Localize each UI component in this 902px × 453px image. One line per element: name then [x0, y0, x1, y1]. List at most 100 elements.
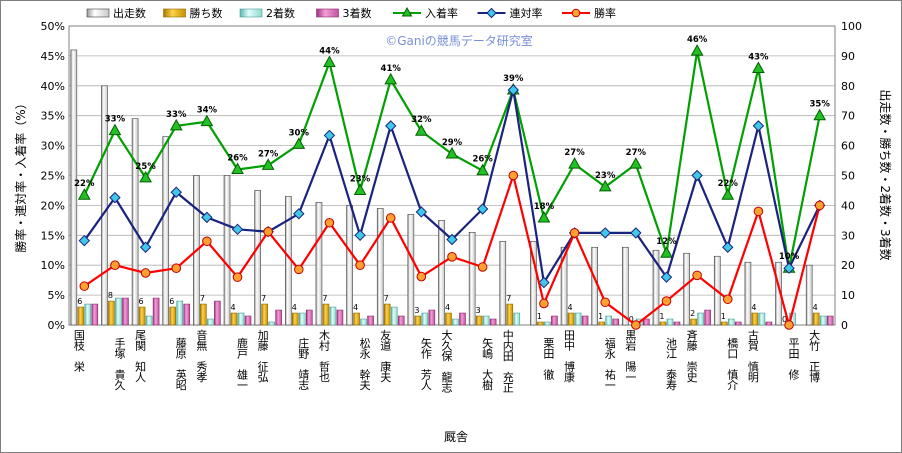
category-label: 音無 秀孝 — [196, 328, 207, 384]
bar-3着数 — [152, 297, 160, 326]
entry-rate-label: 30% — [289, 128, 310, 138]
bar-2着数 — [544, 321, 551, 326]
marker-入着率 — [476, 163, 489, 176]
entry-rate-label: 18% — [534, 202, 555, 212]
marker-連対率 — [722, 241, 734, 253]
legend-label: 勝ち数 — [190, 6, 223, 20]
win-count-label: 7 — [384, 294, 389, 303]
marker-入着率 — [353, 183, 367, 195]
bar-2着数 — [115, 297, 122, 326]
right-tick-label: 0 — [841, 319, 848, 332]
win-count-label: 7 — [506, 294, 511, 303]
marker-勝率 — [600, 297, 611, 308]
bar-3着数 — [459, 312, 466, 326]
bar-勝ち数 — [690, 318, 697, 326]
win-count-label: 1 — [537, 312, 542, 321]
bar-2着数 — [452, 318, 459, 326]
marker-勝率 — [324, 217, 335, 228]
right-tick-label: 40 — [841, 199, 855, 212]
left-tick-label: 50% — [41, 20, 65, 33]
bar-勝ち数 — [567, 312, 575, 326]
legend-label: 勝率 — [594, 6, 616, 20]
bar-出走数 — [254, 190, 261, 326]
bar-2着数 — [666, 318, 674, 326]
marker-入着率 — [598, 179, 612, 192]
legend-label: 2着数 — [266, 6, 295, 20]
legend-label: 3着数 — [343, 6, 372, 20]
win-count-label: 7 — [322, 294, 327, 303]
bar-3着数 — [244, 315, 252, 326]
category-label: 平田 修 — [789, 337, 800, 382]
marker-入着率 — [323, 55, 336, 67]
bar-3着数 — [826, 315, 834, 326]
win-count-label: 6 — [139, 297, 144, 306]
bar-出走数 — [683, 252, 690, 326]
marker-入着率 — [139, 170, 152, 183]
win-count-label: 1 — [659, 312, 664, 321]
marker-連対率 — [354, 229, 366, 242]
bar-2着数 — [145, 315, 153, 326]
entry-rate-label: 27% — [626, 148, 647, 158]
marker-入着率 — [108, 123, 122, 136]
bar-2着数 — [513, 312, 521, 326]
bar-3着数 — [367, 315, 374, 326]
left-tick-label: 45% — [41, 50, 65, 63]
bar-3着数 — [643, 318, 650, 326]
entry-rate-label: 23% — [350, 174, 371, 184]
entry-rate-label: 29% — [442, 138, 463, 148]
marker-勝率 — [722, 294, 733, 305]
marker-連対率 — [109, 191, 121, 204]
left-tick-label: 10% — [41, 259, 65, 272]
bar-勝ち数 — [291, 312, 299, 326]
left-tick-label: 15% — [41, 229, 65, 242]
bar-勝ち数 — [414, 315, 422, 326]
bar-2着数 — [605, 315, 613, 326]
bar-勝ち数 — [230, 312, 238, 326]
entry-rate-label: 22% — [718, 179, 739, 189]
left-tick-label: 0% — [48, 319, 65, 332]
marker-連対率 — [78, 234, 91, 247]
right-tick-label: 20 — [841, 259, 855, 272]
bar-3着数 — [551, 315, 558, 326]
marker-連対率 — [538, 276, 550, 289]
marker-入着率 — [813, 108, 827, 121]
category-label: 黒岩 陽一 — [625, 329, 636, 384]
marker-連対率 — [415, 206, 428, 218]
marker-連対率 — [630, 227, 642, 239]
bar-3着数 — [581, 315, 589, 326]
category-label: 中内田 充正 — [503, 329, 514, 395]
marker-連対率 — [599, 227, 611, 239]
bar-勝ち数 — [353, 312, 360, 326]
bar-勝ち数 — [659, 321, 667, 326]
marker-勝率 — [569, 228, 580, 238]
category-label: 国枝 栄 — [74, 329, 85, 374]
marker-入着率 — [629, 157, 643, 169]
marker-入着率 — [261, 158, 275, 170]
win-count-label: 4 — [813, 303, 818, 312]
marker-連対率 — [783, 262, 795, 274]
marker-勝率 — [263, 226, 273, 237]
bar-3着数 — [336, 309, 344, 326]
bar-勝ち数 — [598, 321, 606, 326]
entry-rate-label: 27% — [258, 149, 279, 159]
bar-2着数 — [421, 312, 429, 326]
marker-連対率 — [691, 169, 703, 182]
legend-swatch-3着数 — [316, 8, 339, 18]
win-count-label: 4 — [568, 303, 573, 312]
entry-rate-label: 23% — [595, 171, 616, 181]
bar-3着数 — [183, 303, 191, 326]
win-count-label: 8 — [108, 291, 113, 300]
marker-勝率 — [539, 298, 549, 309]
bar-勝ち数 — [751, 312, 759, 326]
right-tick-label: 50 — [841, 170, 855, 183]
bar-勝ち数 — [77, 306, 85, 326]
lines — [77, 44, 827, 330]
entry-rate-label: 33% — [166, 110, 187, 120]
bar-出走数 — [805, 264, 813, 326]
win-count-label: 4 — [445, 303, 450, 312]
bar-出走数 — [530, 240, 537, 326]
bar-出走数 — [560, 246, 568, 326]
bar-出走数 — [468, 232, 476, 326]
bar-3着数 — [704, 309, 711, 326]
